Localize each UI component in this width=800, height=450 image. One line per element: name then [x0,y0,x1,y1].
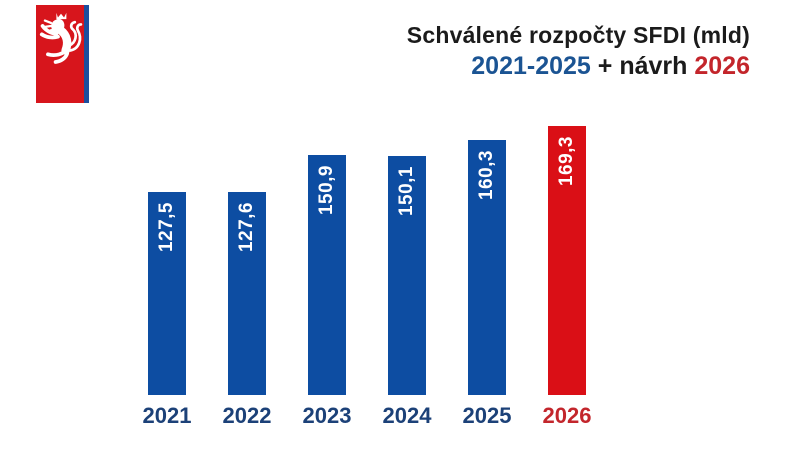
logo-blue-stripe [84,5,89,103]
bar-group-2023: 150,9 2023 [303,155,351,428]
chart-subtitle: 2021-2025 + návrh 2026 [407,52,750,82]
bar-2022: 127,6 [228,192,266,395]
bar-group-2024: 150,1 2024 [383,156,431,428]
bar-group-2022: 127,6 2022 [223,192,271,428]
bar-2021: 127,5 [148,192,186,395]
bar-group-2025: 160,3 2025 [463,140,511,428]
bar-2026: 169,3 [548,126,586,395]
chart-header: Schválené rozpočty SFDI (mld) 2021-2025 … [407,22,750,82]
bar-group-2021: 127,5 2021 [143,192,191,428]
czech-lion-emblem [36,5,89,103]
subtitle-plus: + [590,52,620,81]
bar-chart: 127,5 2021 127,6 2022 150,9 2023 150,1 2024 160,… [143,126,591,428]
bar-2024: 150,1 [388,156,426,395]
subtitle-proposal-year: 2026 [694,52,750,81]
bar-value-label: 150,9 [316,165,337,216]
category-label-2022: 2022 [222,403,272,428]
category-label-2023: 2023 [302,403,352,428]
category-label-2025: 2025 [462,403,512,428]
bar-value-label: 127,5 [156,202,177,253]
bar-value-label: 127,6 [236,202,257,253]
category-label-2021: 2021 [142,403,192,428]
bar-2023: 150,9 [308,155,346,395]
category-label-2024: 2024 [382,403,432,428]
bar-value-label: 150,1 [396,166,417,217]
subtitle-navrh: návrh [619,52,695,81]
bar-value-label: 160,3 [476,150,497,201]
category-label-2026: 2026 [542,403,592,428]
bar-value-label: 169,3 [556,136,577,187]
bar-2025: 160,3 [468,140,506,395]
subtitle-years-range: 2021-2025 [471,52,591,81]
bar-group-2026: 169,3 2026 [543,126,591,428]
chart-title: Schválené rozpočty SFDI (mld) [406,22,750,48]
lion-icon [39,12,83,64]
